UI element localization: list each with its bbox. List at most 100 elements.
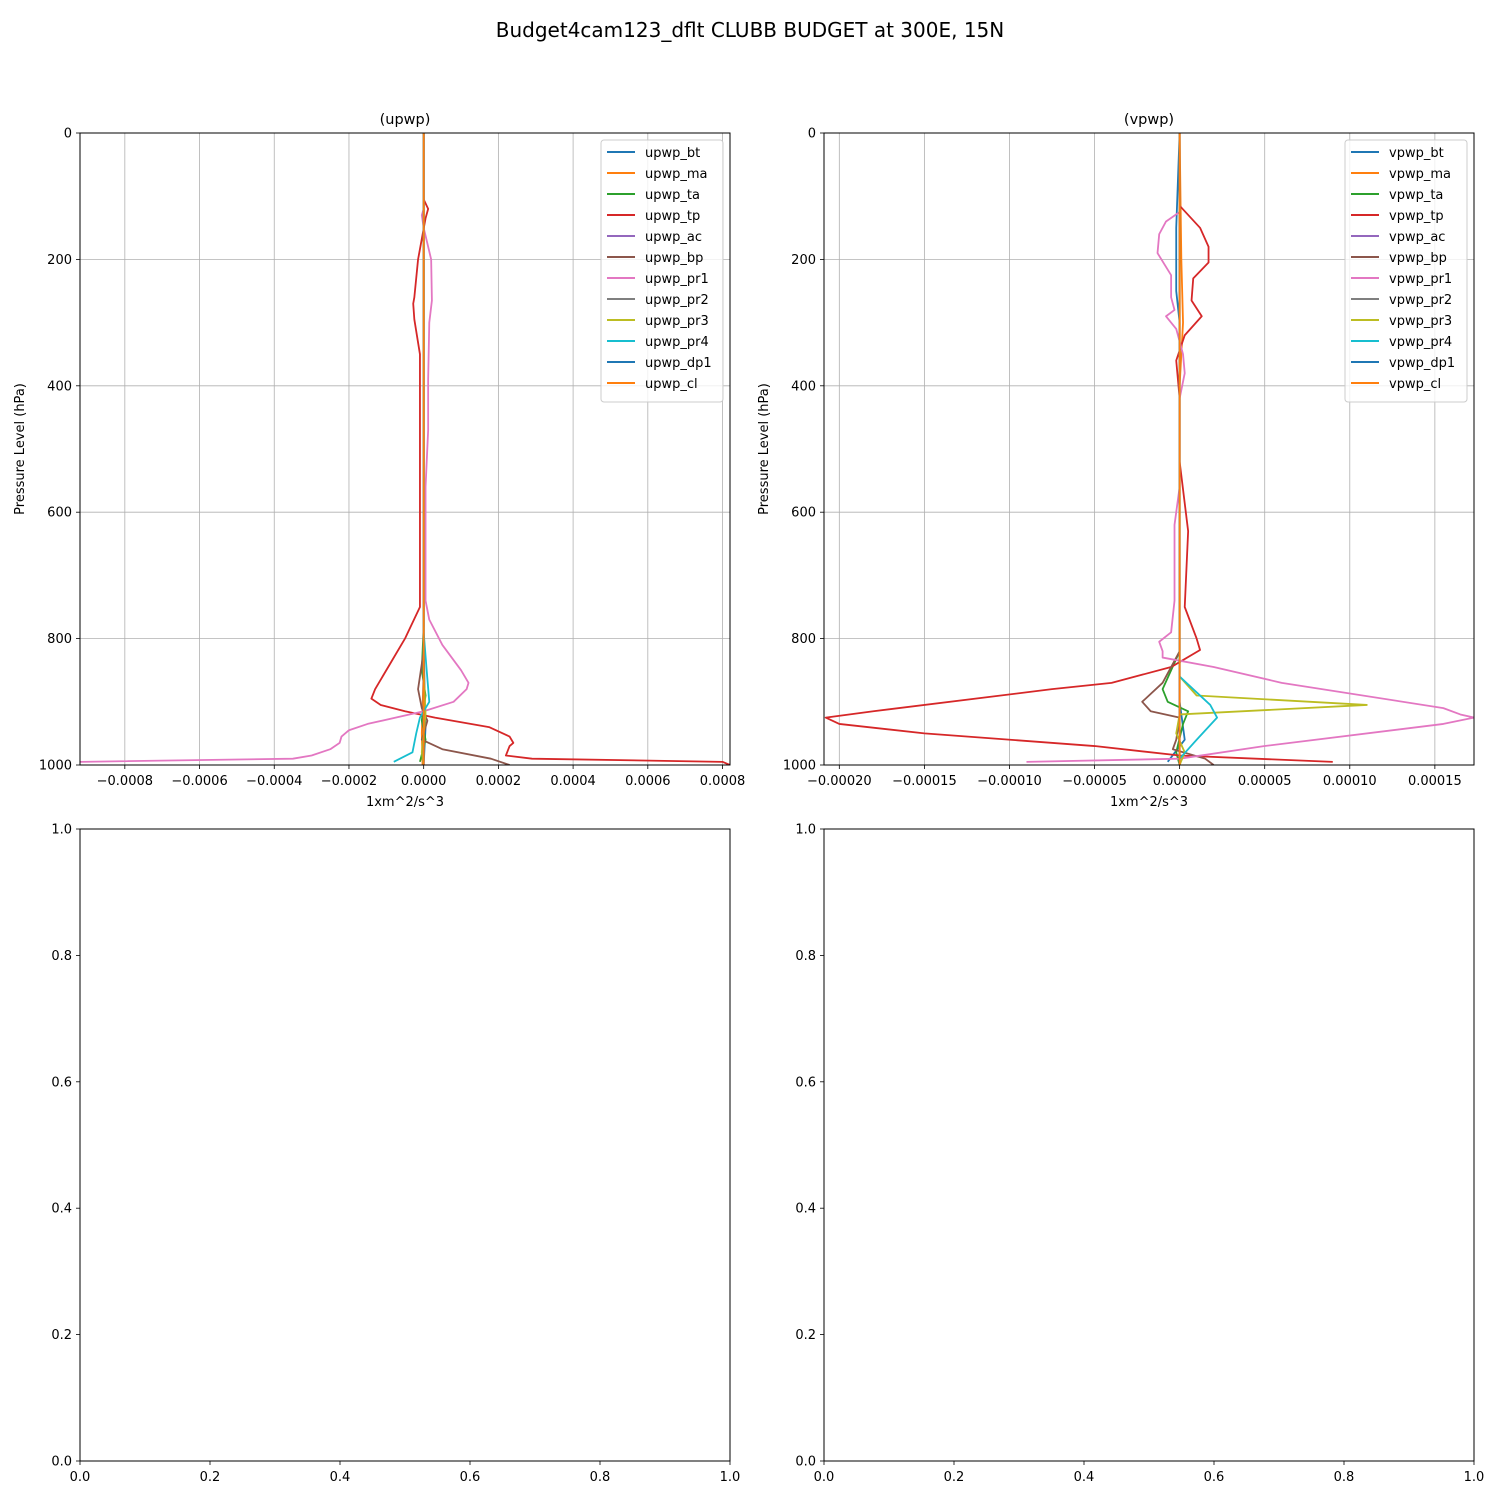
y-tick-label: 0.8 — [795, 949, 816, 964]
legend-entry: vpwp_pr4 — [1389, 335, 1452, 350]
x-tick-label: −0.0006 — [171, 774, 227, 789]
x-tick-label: 1.0 — [720, 1470, 741, 1485]
x-axis-label: 1xm^2/s^3 — [1110, 795, 1188, 810]
legend-entry: upwp_ac — [645, 230, 702, 245]
y-tick-label: 200 — [47, 253, 72, 268]
legend-entry: upwp_ma — [645, 167, 708, 182]
legend-entry: upwp_tp — [645, 209, 700, 224]
legend-entry: upwp_pr4 — [645, 335, 709, 350]
legend-frame — [1344, 139, 1468, 403]
legend-entry: vpwp_bp — [1389, 251, 1447, 266]
series-line-upwp_bp — [417, 133, 510, 765]
y-tick-label: 0.4 — [795, 1202, 816, 1217]
y-tick-label: 800 — [791, 632, 816, 647]
panel-title: (upwp) — [380, 112, 431, 128]
legend-entry: upwp_pr2 — [645, 293, 709, 308]
x-tick-label: 0.6 — [460, 1470, 481, 1485]
legend-entry: upwp_ta — [645, 188, 700, 203]
axes-frame — [79, 132, 731, 766]
y-tick-label: 200 — [791, 253, 816, 268]
x-tick-label: 0.0006 — [625, 774, 671, 789]
legend-entry: vpwp_tp — [1389, 209, 1444, 224]
legend-entry: upwp_dp1 — [645, 356, 712, 371]
y-tick-label: 0.4 — [51, 1202, 72, 1217]
x-tick-label: 0.2 — [944, 1470, 965, 1485]
x-tick-label: −0.0008 — [97, 774, 153, 789]
x-tick-label: −0.00020 — [807, 774, 872, 789]
legend-entry: upwp_bp — [645, 251, 703, 266]
y-tick-label: 0.6 — [795, 1075, 816, 1090]
y-tick-label: 0.2 — [795, 1328, 816, 1343]
series-line-vpwp_bp — [1141, 133, 1215, 765]
x-tick-label: 0.00015 — [1408, 774, 1462, 789]
legend: upwp_bt upwp_ma upwp_ta upwp_tp upwp_ac upwp_… — [600, 139, 724, 403]
legend-entry: vpwp_pr3 — [1389, 314, 1452, 329]
x-tick-label: −0.0002 — [321, 774, 377, 789]
y-tick-label: 400 — [47, 379, 72, 394]
series-line-vpwp_pr1 — [1026, 133, 1474, 763]
legend: vpwp_bt vpwp_ma vpwp_ta vpwp_tp vpwp_ac vpwp_… — [1344, 139, 1468, 403]
series-line-vpwp_pr3 — [1175, 133, 1368, 765]
x-tick-label: 0.8 — [590, 1470, 611, 1485]
x-axis-label: 1xm^2/s^3 — [366, 795, 444, 810]
y-tick-label: 1.0 — [795, 823, 816, 838]
y-axis-label: Pressure Level (hPa) — [757, 383, 772, 515]
series-group — [80, 133, 730, 765]
series-line-upwp_pr1 — [80, 133, 470, 763]
x-tick-label: 0.0008 — [700, 774, 746, 789]
panels: −0.0008 −0.0006 −0.0004 −0.0002 0.0000 0.0002… — [13, 112, 1484, 1485]
legend-entry: vpwp_ta — [1389, 188, 1443, 203]
y-tick-label: 1000 — [783, 759, 816, 774]
legend-entry: vpwp_ac — [1389, 230, 1445, 245]
series-line-upwp_tp — [370, 133, 730, 765]
x-tick-label: 0.0 — [70, 1470, 91, 1485]
x-tick-label: 0.4 — [330, 1470, 351, 1485]
x-tick-label: 0.00005 — [1238, 774, 1292, 789]
legend-entry: upwp_pr1 — [645, 272, 709, 287]
legend-entry: upwp_bt — [645, 146, 700, 161]
series-line-vpwp_tp — [824, 133, 1333, 763]
series-group — [824, 133, 1474, 765]
y-tick-label: 400 — [791, 379, 816, 394]
x-tick-label: −0.00015 — [892, 774, 957, 789]
y-tick-label: 0.0 — [51, 1455, 72, 1470]
x-tick-label: −0.00010 — [977, 774, 1042, 789]
legend-entry: vpwp_ma — [1389, 167, 1451, 182]
x-tick-label: 0.4 — [1074, 1470, 1095, 1485]
y-tick-label: 0 — [808, 127, 816, 142]
panel-3: 0.0 0.2 0.4 0.6 0.8 1.0 0.0 0.2 0.4 0.6 0.8 1.0 — [51, 823, 740, 1486]
legend-frame — [600, 139, 724, 403]
y-tick-label: 0.0 — [795, 1455, 816, 1470]
legend-entry: upwp_pr3 — [645, 314, 709, 329]
x-tick-label: 0.00010 — [1323, 774, 1377, 789]
legend-entry: vpwp_dp1 — [1389, 356, 1455, 371]
y-tick-label: 0 — [64, 127, 72, 142]
x-tick-label: 1.0 — [1464, 1470, 1485, 1485]
panel-4: 0.0 0.2 0.4 0.6 0.8 1.0 0.0 0.2 0.4 0.6 0.8 1.0 — [795, 823, 1484, 1486]
legend-entry: vpwp_pr2 — [1389, 293, 1452, 308]
x-tick-label: 0.0004 — [550, 774, 596, 789]
axes-frame — [823, 132, 1475, 766]
x-tick-label: 0.00000 — [1153, 774, 1207, 789]
y-tick-label: 0.2 — [51, 1328, 72, 1343]
x-tick-label: 0.8 — [1334, 1470, 1355, 1485]
x-tick-label: 0.2 — [200, 1470, 221, 1485]
y-tick-label: 1.0 — [51, 823, 72, 838]
legend-entry: vpwp_pr1 — [1389, 272, 1452, 287]
x-tick-label: 0.6 — [1204, 1470, 1225, 1485]
panel-title: (vpwp) — [1124, 112, 1174, 128]
x-tick-label: 0.0 — [814, 1470, 835, 1485]
y-tick-label: 0.8 — [51, 949, 72, 964]
y-tick-label: 600 — [791, 506, 816, 521]
y-tick-label: 1000 — [39, 759, 72, 774]
y-tick-label: 0.6 — [51, 1075, 72, 1090]
y-tick-label: 600 — [47, 506, 72, 521]
x-tick-label: 0.0002 — [476, 774, 522, 789]
legend-entry: upwp_cl — [645, 377, 698, 392]
panel-2: −0.00020 −0.00015 −0.00010 −0.00005 0.00000 0… — [757, 112, 1475, 810]
x-tick-label: −0.00005 — [1062, 774, 1127, 789]
axes-frame — [823, 828, 1475, 1462]
x-tick-label: −0.0004 — [246, 774, 302, 789]
x-tick-label: 0.0000 — [401, 774, 447, 789]
